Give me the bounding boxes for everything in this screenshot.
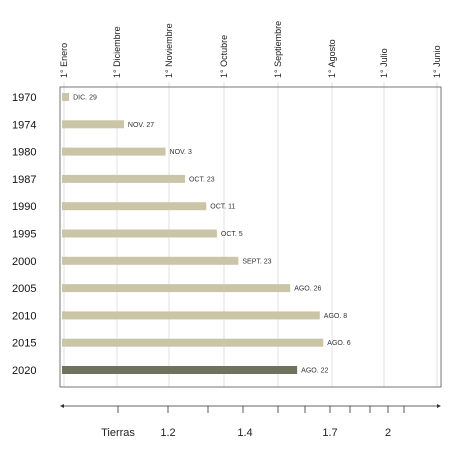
data-label: OCT. 5 [221, 231, 243, 238]
bottom-axis-tick-label: 1.2 [160, 427, 175, 439]
data-label: AGO. 6 [327, 340, 350, 347]
top-axis-label: 1° Julio [379, 48, 389, 78]
bar-2005 [62, 284, 291, 293]
data-label: NOV. 27 [128, 122, 154, 129]
year-label: 2010 [12, 310, 36, 322]
data-label: OCT. 11 [210, 204, 235, 211]
bottom-axis-tick-label: 1.7 [322, 427, 337, 439]
top-axis-labels: 1° Enero 1° Diciembre 1° Noviembre 1° Octub… [59, 21, 442, 78]
data-labels: DIC. 29 NOV. 27 NOV. 3 OCT. 23 OCT. 11 OCT. 5… [73, 95, 351, 375]
top-axis-label: 1° Septiembre [273, 21, 283, 78]
bottom-axis-labels: 1.2 1.4 1.7 2 [160, 427, 391, 439]
bar-2020 [62, 366, 298, 374]
bottom-axis-tick-label: 1.4 [237, 427, 252, 439]
bottom-axis-ticks [117, 406, 405, 413]
bar-1990 [62, 202, 207, 211]
data-label: AGO. 22 [301, 368, 328, 375]
year-label: 1974 [12, 119, 36, 131]
bottom-axis-left-arrow [60, 404, 64, 408]
data-label: AGO. 8 [324, 313, 347, 320]
bar-2010 [62, 311, 320, 320]
year-label: 2005 [12, 283, 36, 295]
data-label: AGO. 26 [294, 286, 321, 293]
data-label: NOV. 3 [170, 149, 192, 156]
bottom-axis-right-arrow [437, 404, 441, 408]
top-axis-label: 1° Agosto [327, 39, 337, 78]
year-label: 2020 [12, 365, 36, 377]
top-axis-label: 1° Diciembre [112, 26, 122, 78]
bottom-axis-tick-label: 2 [385, 427, 391, 439]
bar-1995 [62, 229, 217, 238]
top-axis-label: 1° Noviembre [164, 23, 174, 78]
bottom-axis-title: Tierras [101, 427, 135, 439]
bar-2015 [62, 338, 324, 347]
year-label: 1990 [12, 201, 36, 213]
data-label: DIC. 29 [73, 95, 97, 102]
bars [62, 93, 324, 374]
top-axis-label: 1° Octubre [219, 35, 229, 78]
year-label: 1995 [12, 229, 36, 241]
bottom-axis [60, 404, 441, 408]
year-label: 1970 [12, 92, 36, 104]
bar-1974 [62, 120, 124, 129]
data-label: SEPT. 23 [242, 258, 271, 265]
top-axis-label: 1° Enero [59, 43, 69, 78]
top-axis-label: 1° Junio [432, 45, 442, 78]
year-label: 1987 [12, 174, 36, 186]
year-label: 2015 [12, 338, 36, 350]
bar-1987 [62, 174, 185, 183]
data-label: OCT. 23 [189, 176, 215, 183]
plot-frame [59, 86, 442, 388]
bar-2000 [62, 256, 239, 265]
year-label: 1980 [12, 147, 36, 159]
year-label: 2000 [12, 256, 36, 268]
bar-1970 [62, 93, 70, 101]
bar-1980 [62, 147, 166, 156]
year-labels: 1970 1974 1980 1987 1990 1995 2000 2005 2010 2015… [12, 92, 36, 377]
